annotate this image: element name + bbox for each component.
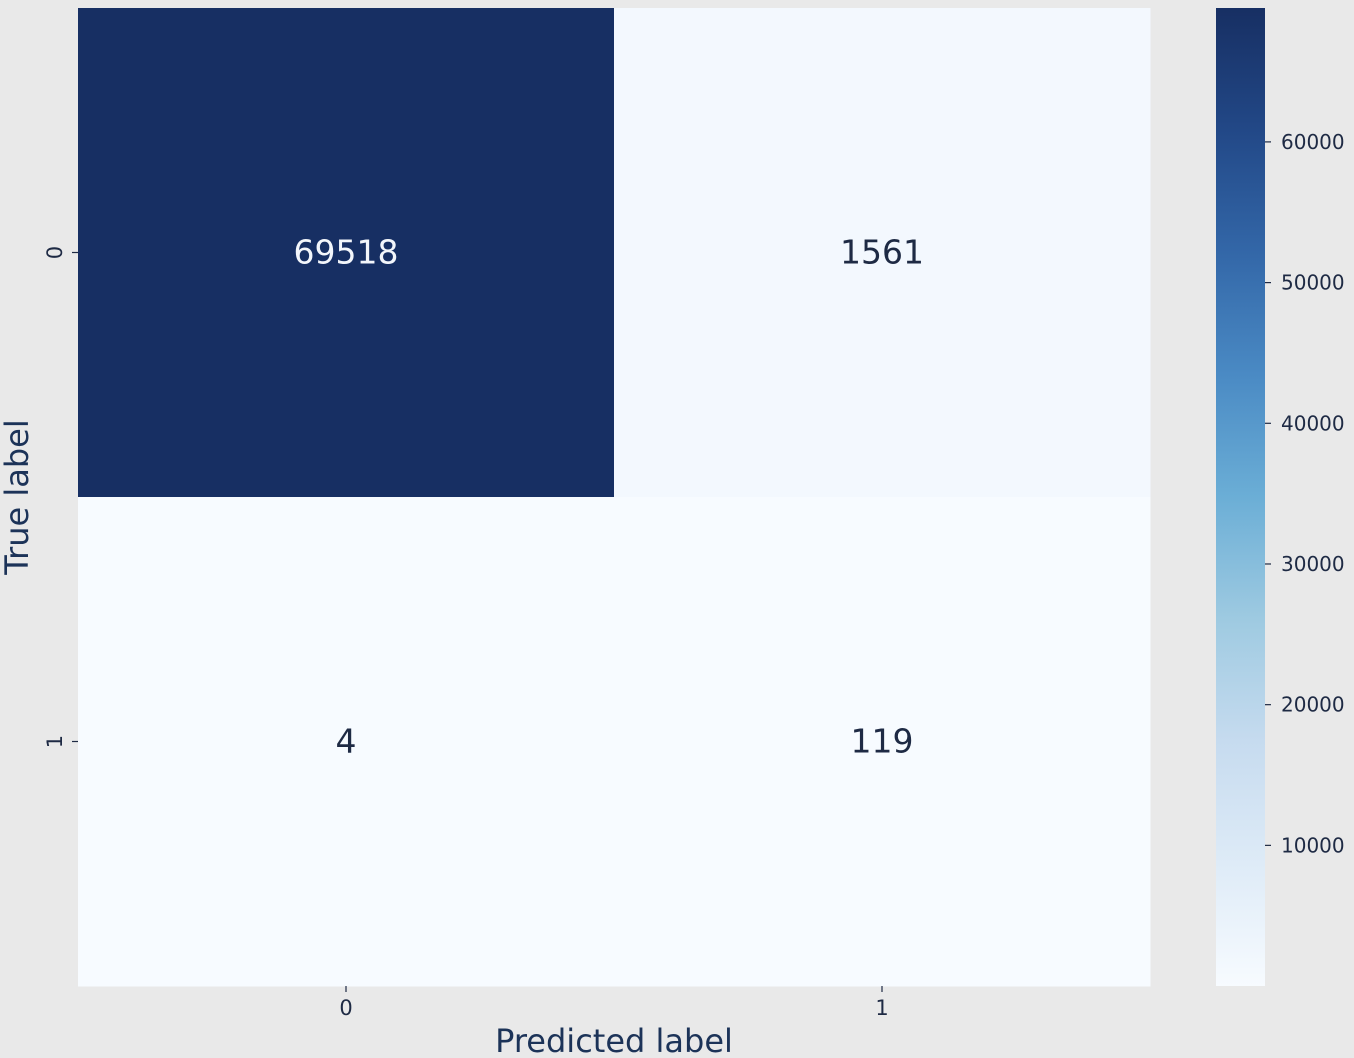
colorbar-tick-label: 50000	[1281, 271, 1345, 295]
x-tick-label: 0	[339, 996, 352, 1020]
y-axis-label: True label	[0, 419, 36, 576]
y-axis: 01	[43, 246, 78, 748]
colorbar	[1216, 8, 1265, 986]
heatmap-cell-1-0	[78, 497, 615, 987]
cell-value-0-1: 1561	[840, 233, 924, 272]
colorbar-tick-label: 30000	[1281, 552, 1345, 576]
colorbar-tick-label: 40000	[1281, 411, 1345, 435]
cell-value-1-0: 4	[336, 722, 357, 761]
cell-value-1-1: 119	[851, 722, 914, 761]
x-axis-label: Predicted label	[495, 1022, 733, 1058]
x-tick-label: 1	[875, 996, 888, 1020]
heatmap-cell-1-1	[614, 497, 1151, 987]
cell-value-0-0: 69518	[294, 233, 399, 272]
colorbar-tick-label: 10000	[1281, 833, 1345, 857]
colorbar-ticks: 10000 20000 30000 40000 50000 60000	[1265, 130, 1345, 857]
y-tick-label: 1	[43, 735, 67, 748]
heatmap-cells	[78, 8, 1151, 987]
heatmap-cell-0-0	[78, 8, 615, 498]
heatmap-cell-0-1	[614, 8, 1151, 498]
cell-value-labels: 69518 1561 4 119	[294, 233, 924, 761]
colorbar-tick-label: 20000	[1281, 693, 1345, 717]
colorbar-tick-label: 60000	[1281, 130, 1345, 154]
y-tick-label: 0	[43, 246, 67, 259]
